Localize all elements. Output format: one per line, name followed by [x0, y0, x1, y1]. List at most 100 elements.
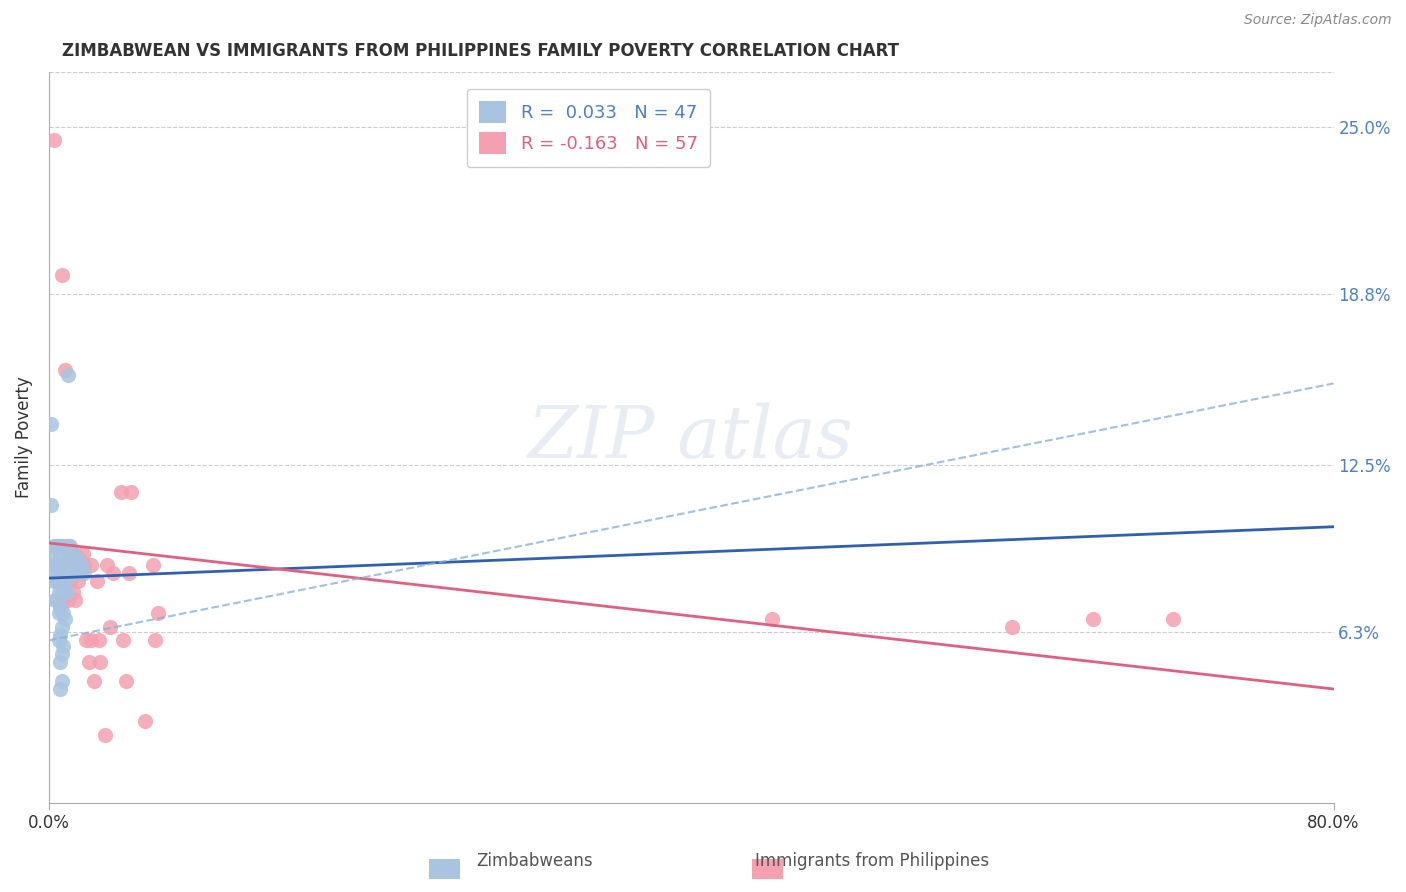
- Point: [48, 566, 70, 580]
- Point: [60, 547, 83, 561]
- Point: [55, 584, 77, 599]
- Point: [52, 566, 75, 580]
- Point: [65, 558, 87, 572]
- Y-axis label: Family Poverty: Family Poverty: [15, 376, 32, 499]
- Point: [53, 574, 76, 588]
- Point: [52, 639, 75, 653]
- Point: [77, 655, 100, 669]
- Point: [53, 539, 76, 553]
- Point: [80, 633, 103, 648]
- Point: [73, 558, 96, 572]
- Point: [143, 633, 166, 648]
- Point: [1161, 612, 1184, 626]
- Point: [63, 566, 86, 580]
- Point: [52, 607, 75, 621]
- Point: [63, 547, 86, 561]
- Point: [41, 547, 63, 561]
- Point: [49, 681, 72, 696]
- Legend: R =  0.033   N = 47, R = -0.163   N = 57: R = 0.033 N = 47, R = -0.163 N = 57: [467, 89, 710, 167]
- Point: [55, 558, 77, 572]
- Point: [58, 566, 80, 580]
- Point: [70, 566, 93, 580]
- Point: [55, 539, 77, 553]
- Point: [761, 612, 783, 626]
- Text: ZIMBABWEAN VS IMMIGRANTS FROM PHILIPPINES FAMILY POVERTY CORRELATION CHART: ZIMBABWEAN VS IMMIGRANTS FROM PHILIPPINE…: [62, 42, 898, 60]
- Point: [62, 547, 84, 561]
- Point: [58, 539, 80, 553]
- Point: [39, 417, 62, 431]
- Point: [49, 574, 72, 588]
- Point: [89, 655, 111, 669]
- Point: [44, 592, 66, 607]
- Point: [63, 592, 86, 607]
- Point: [51, 584, 73, 599]
- Point: [39, 498, 62, 512]
- Point: [53, 363, 76, 377]
- Point: [46, 574, 69, 588]
- Point: [51, 558, 73, 572]
- Point: [110, 484, 132, 499]
- Point: [53, 566, 76, 580]
- Point: [1001, 620, 1024, 634]
- Point: [48, 633, 70, 648]
- Point: [70, 558, 93, 572]
- Point: [51, 268, 73, 283]
- Point: [46, 574, 69, 588]
- Point: [48, 539, 70, 553]
- Point: [48, 558, 70, 572]
- Point: [53, 612, 76, 626]
- Point: [41, 566, 63, 580]
- Point: [111, 633, 134, 648]
- Point: [49, 655, 72, 669]
- Text: ZIP atlas: ZIP atlas: [529, 402, 855, 473]
- Point: [51, 620, 73, 634]
- Point: [44, 558, 66, 572]
- Point: [59, 574, 82, 588]
- Point: [42, 558, 65, 572]
- Point: [49, 628, 72, 642]
- Point: [53, 539, 76, 553]
- Point: [62, 584, 84, 599]
- Point: [42, 574, 65, 588]
- Point: [49, 600, 72, 615]
- Point: [49, 574, 72, 588]
- Point: [48, 584, 70, 599]
- Point: [52, 592, 75, 607]
- Point: [115, 673, 138, 688]
- Point: [120, 484, 142, 499]
- Text: Zimbabweans: Zimbabweans: [477, 852, 592, 870]
- Point: [75, 633, 97, 648]
- Point: [96, 558, 118, 572]
- Point: [52, 558, 75, 572]
- Point: [66, 552, 89, 566]
- Point: [59, 552, 82, 566]
- Point: [66, 574, 89, 588]
- Point: [49, 547, 72, 561]
- Point: [44, 539, 66, 553]
- Point: [46, 558, 69, 572]
- Point: [42, 133, 65, 147]
- Point: [94, 728, 117, 742]
- Point: [134, 714, 156, 729]
- Point: [80, 558, 103, 572]
- Point: [86, 574, 108, 588]
- Text: Source: ZipAtlas.com: Source: ZipAtlas.com: [1244, 13, 1392, 28]
- Point: [55, 547, 77, 561]
- Point: [142, 558, 165, 572]
- Point: [98, 620, 121, 634]
- Text: Immigrants from Philippines: Immigrants from Philippines: [755, 852, 988, 870]
- Point: [62, 558, 84, 572]
- Point: [72, 547, 94, 561]
- Point: [46, 592, 69, 607]
- Point: [48, 539, 70, 553]
- Point: [59, 539, 82, 553]
- Point: [87, 633, 110, 648]
- Point: [83, 673, 105, 688]
- Point: [69, 552, 91, 566]
- Point: [1081, 612, 1104, 626]
- Point: [60, 566, 83, 580]
- Point: [51, 647, 73, 661]
- Point: [103, 566, 125, 580]
- Point: [146, 607, 169, 621]
- Point: [58, 592, 80, 607]
